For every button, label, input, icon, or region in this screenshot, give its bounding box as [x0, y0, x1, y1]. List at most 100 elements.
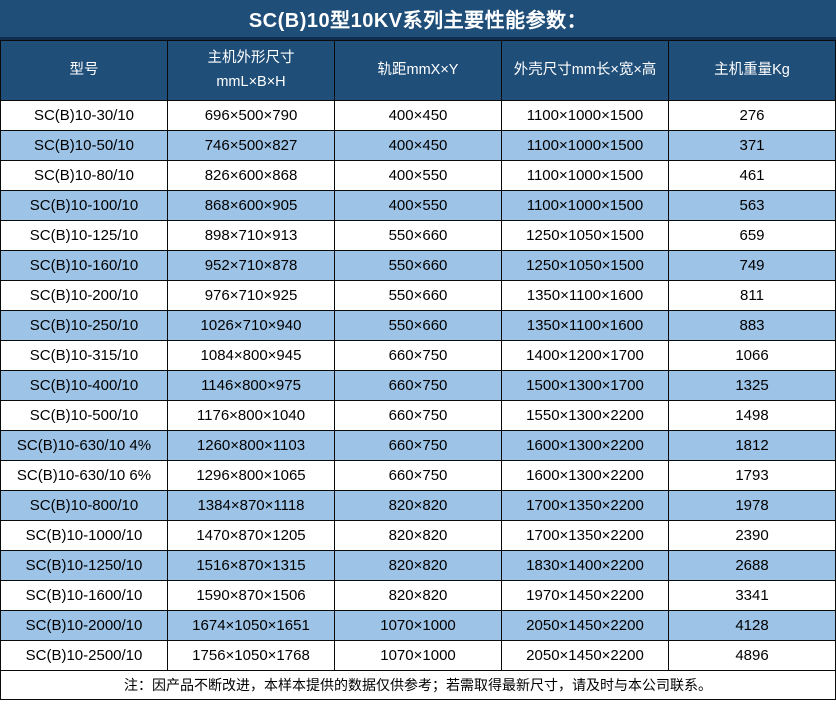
table-row: SC(B)10-125/10 898×710×913 550×660 1250×105… [0, 220, 836, 251]
table-row: SC(B)10-630/10 6% 1296×800×1065 660×750 160… [0, 460, 836, 491]
cell-model: SC(B)10-100/10 [0, 190, 168, 221]
cell-shell-dimensions: 2050×1450×2200 [501, 640, 669, 671]
cell-rail-gauge: 660×750 [334, 340, 502, 371]
cell-main-dimensions: 1590×870×1506 [167, 580, 335, 611]
cell-shell-dimensions: 1500×1300×1700 [501, 370, 669, 401]
cell-main-dimensions: 696×500×790 [167, 100, 335, 131]
header-cell-main-dimensions: 主机外形尺寸 mmL×B×H [167, 40, 335, 101]
cell-rail-gauge: 550×660 [334, 220, 502, 251]
table-row: SC(B)10-315/10 1084×800×945 660×750 1400×12… [0, 340, 836, 371]
cell-rail-gauge: 400×450 [334, 130, 502, 161]
cell-shell-dimensions: 1100×1000×1500 [501, 100, 669, 131]
cell-weight: 883 [668, 310, 836, 341]
cell-shell-dimensions: 1100×1000×1500 [501, 190, 669, 221]
cell-main-dimensions: 826×600×868 [167, 160, 335, 191]
cell-weight: 1325 [668, 370, 836, 401]
table-row: SC(B)10-800/10 1384×870×1118 820×820 1700×1… [0, 490, 836, 521]
cell-main-dimensions: 976×710×925 [167, 280, 335, 311]
cell-weight: 3341 [668, 580, 836, 611]
table-row: SC(B)10-1600/10 1590×870×1506 820×820 1970×… [0, 580, 836, 611]
cell-rail-gauge: 660×750 [334, 370, 502, 401]
cell-model: SC(B)10-250/10 [0, 310, 168, 341]
page-title: SC(B)10型10KV系列主要性能参数： [0, 0, 836, 40]
cell-main-dimensions: 1674×1050×1651 [167, 610, 335, 641]
cell-main-dimensions: 1260×800×1103 [167, 430, 335, 461]
cell-weight: 1812 [668, 430, 836, 461]
table-row: SC(B)10-30/10 696×500×790 400×450 1100×1000… [0, 100, 836, 131]
cell-shell-dimensions: 1550×1300×2200 [501, 400, 669, 431]
cell-main-dimensions: 1470×870×1205 [167, 520, 335, 551]
cell-model: SC(B)10-160/10 [0, 250, 168, 281]
cell-rail-gauge: 550×660 [334, 280, 502, 311]
cell-main-dimensions: 746×500×827 [167, 130, 335, 161]
cell-shell-dimensions: 2050×1450×2200 [501, 610, 669, 641]
cell-shell-dimensions: 1350×1100×1600 [501, 280, 669, 311]
header-cell-shell-dimensions: 外壳尺寸mm长×宽×高 [501, 40, 669, 101]
cell-weight: 4896 [668, 640, 836, 671]
cell-rail-gauge: 660×750 [334, 460, 502, 491]
cell-rail-gauge: 820×820 [334, 580, 502, 611]
cell-rail-gauge: 550×660 [334, 310, 502, 341]
header-cell-weight: 主机重量Kg [668, 40, 836, 101]
cell-rail-gauge: 660×750 [334, 430, 502, 461]
cell-shell-dimensions: 1250×1050×1500 [501, 220, 669, 251]
cell-weight: 4128 [668, 610, 836, 641]
cell-shell-dimensions: 1700×1350×2200 [501, 520, 669, 551]
cell-weight: 1066 [668, 340, 836, 371]
table-row: SC(B)10-100/10 868×600×905 400×550 1100×100… [0, 190, 836, 221]
table-row: SC(B)10-500/10 1176×800×1040 660×750 1550×1… [0, 400, 836, 431]
cell-shell-dimensions: 1400×1200×1700 [501, 340, 669, 371]
cell-weight: 276 [668, 100, 836, 131]
table-row: SC(B)10-2500/10 1756×1050×1768 1070×1000 20… [0, 640, 836, 671]
spec-table: 型号 主机外形尺寸 mmL×B×H 轨距mmX×Y 外壳尺寸mm长×宽×高 主机… [0, 40, 836, 671]
table-row: SC(B)10-1250/10 1516×870×1315 820×820 1830×… [0, 550, 836, 581]
cell-model: SC(B)10-630/10 4% [0, 430, 168, 461]
cell-main-dimensions: 1296×800×1065 [167, 460, 335, 491]
cell-weight: 2390 [668, 520, 836, 551]
table-row: SC(B)10-50/10 746×500×827 400×450 1100×1000… [0, 130, 836, 161]
table-row: SC(B)10-250/10 1026×710×940 550×660 1350×11… [0, 310, 836, 341]
cell-model: SC(B)10-125/10 [0, 220, 168, 251]
cell-shell-dimensions: 1600×1300×2200 [501, 460, 669, 491]
cell-rail-gauge: 1070×1000 [334, 640, 502, 671]
cell-model: SC(B)10-50/10 [0, 130, 168, 161]
cell-main-dimensions: 868×600×905 [167, 190, 335, 221]
cell-model: SC(B)10-2500/10 [0, 640, 168, 671]
cell-rail-gauge: 400×550 [334, 190, 502, 221]
cell-model: SC(B)10-630/10 6% [0, 460, 168, 491]
cell-model: SC(B)10-30/10 [0, 100, 168, 131]
cell-main-dimensions: 1084×800×945 [167, 340, 335, 371]
cell-weight: 563 [668, 190, 836, 221]
header-row: 型号 主机外形尺寸 mmL×B×H 轨距mmX×Y 外壳尺寸mm长×宽×高 主机… [0, 40, 836, 101]
cell-main-dimensions: 1384×870×1118 [167, 490, 335, 521]
cell-model: SC(B)10-500/10 [0, 400, 168, 431]
table-row: SC(B)10-630/10 4% 1260×800×1103 660×750 160… [0, 430, 836, 461]
cell-main-dimensions: 1026×710×940 [167, 310, 335, 341]
cell-shell-dimensions: 1970×1450×2200 [501, 580, 669, 611]
table-body: SC(B)10-30/10 696×500×790 400×450 1100×1000… [0, 100, 836, 671]
cell-weight: 659 [668, 220, 836, 251]
header-cell-rail-gauge: 轨距mmX×Y [334, 40, 502, 101]
cell-shell-dimensions: 1350×1100×1600 [501, 310, 669, 341]
cell-shell-dimensions: 1600×1300×2200 [501, 430, 669, 461]
cell-shell-dimensions: 1250×1050×1500 [501, 250, 669, 281]
table-row: SC(B)10-80/10 826×600×868 400×550 1100×1000… [0, 160, 836, 191]
table-row: SC(B)10-1000/10 1470×870×1205 820×820 1700×… [0, 520, 836, 551]
footnote: 注：因产品不断改进，本样本提供的数据仅供参考；若需取得最新尺寸，请及时与本公司联… [0, 670, 836, 700]
cell-rail-gauge: 400×550 [334, 160, 502, 191]
cell-main-dimensions: 1756×1050×1768 [167, 640, 335, 671]
cell-weight: 461 [668, 160, 836, 191]
table-row: SC(B)10-160/10 952×710×878 550×660 1250×105… [0, 250, 836, 281]
cell-main-dimensions: 1146×800×975 [167, 370, 335, 401]
cell-shell-dimensions: 1100×1000×1500 [501, 160, 669, 191]
cell-weight: 811 [668, 280, 836, 311]
cell-main-dimensions: 1176×800×1040 [167, 400, 335, 431]
cell-model: SC(B)10-1000/10 [0, 520, 168, 551]
cell-main-dimensions: 898×710×913 [167, 220, 335, 251]
cell-model: SC(B)10-1600/10 [0, 580, 168, 611]
cell-weight: 371 [668, 130, 836, 161]
cell-shell-dimensions: 1100×1000×1500 [501, 130, 669, 161]
cell-rail-gauge: 550×660 [334, 250, 502, 281]
cell-rail-gauge: 660×750 [334, 400, 502, 431]
